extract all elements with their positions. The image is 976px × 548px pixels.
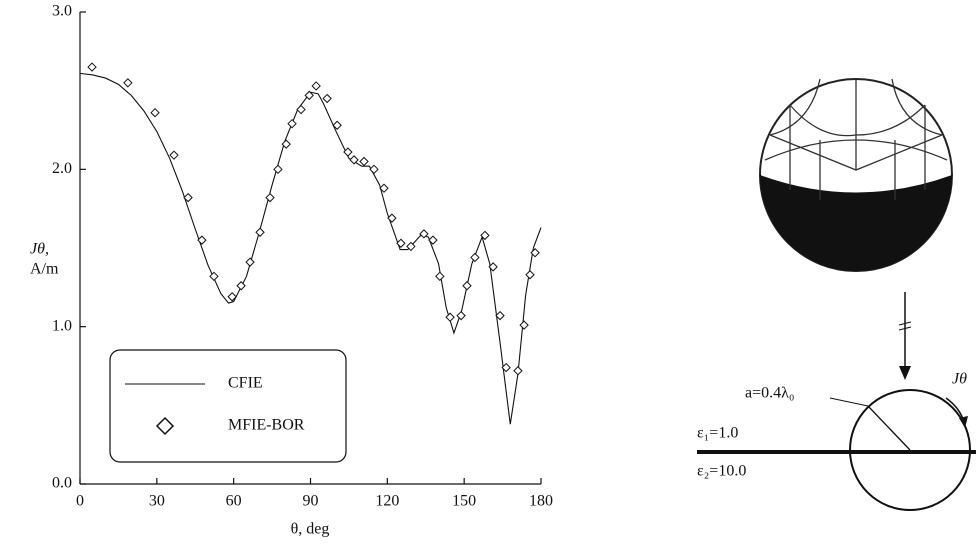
data-point [274,165,282,173]
data-point [210,272,218,280]
x-tick-label: 180 [529,493,553,510]
x-axis-label: θ, deg [291,521,330,538]
x-tick-label: 0 [76,493,84,510]
y-tick-label: 3.0 [52,3,72,20]
legend-label: MFIE-BOR [228,417,305,434]
data-point [124,79,132,87]
data-point [256,228,264,236]
data-point [288,120,296,128]
data-point [237,282,245,290]
legend-label: CFIE [228,375,263,392]
medium-2-label: ε₂=10.0 [697,463,746,480]
y-tick-label: 0.0 [52,475,72,492]
y-axis-label: A/m [30,261,59,278]
data-point [323,95,331,103]
x-tick-label: 90 [303,493,319,510]
x-tick-label: 30 [149,493,165,510]
data-point [370,165,378,173]
data-point [526,271,534,279]
data-point [246,258,254,266]
data-point [88,63,96,71]
x-tick-label: 60 [226,493,242,510]
y-axis-label: Jθ, [30,241,49,258]
data-point [360,157,368,165]
x-tick-label: 120 [375,493,399,510]
data-point [388,214,396,222]
medium-1-label: ε₁=1.0 [697,425,738,442]
data-point [397,239,405,247]
data-point [151,109,159,117]
data-point [457,312,465,320]
data-point [297,106,305,114]
data-point [471,253,479,261]
data-point [312,82,320,90]
data-point [436,272,444,280]
sphere [760,79,952,271]
data-point [520,321,528,329]
x-tick-label: 150 [452,493,476,510]
data-point [198,236,206,244]
data-point [446,313,454,321]
y-tick-label: 1.0 [52,317,72,334]
data-point [170,151,178,159]
y-tick-label: 2.0 [52,160,72,177]
figure: a=0.4λ₀ Jθ ε₁=1.0 ε₂=10.0 Jθ, A/m θ, deg… [0,0,976,548]
current-label: Jθ [952,371,967,388]
data-point [514,367,522,375]
data-point [266,194,274,202]
radius-label: a=0.4λ₀ [745,385,794,402]
legend [110,350,346,462]
data-point [463,282,471,290]
